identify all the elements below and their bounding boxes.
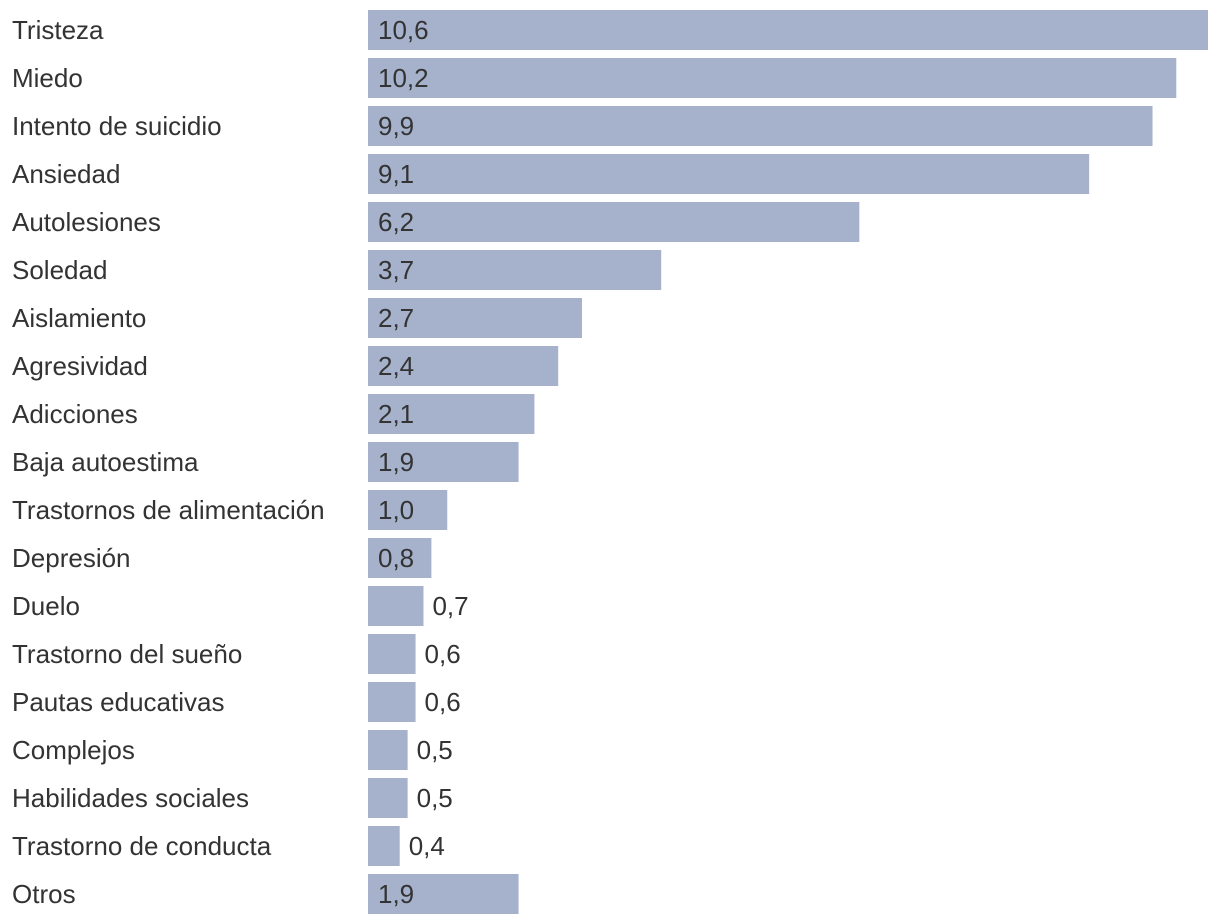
value-label: 1,9 — [378, 879, 414, 909]
value-label: 3,7 — [378, 255, 414, 285]
bar — [368, 634, 416, 674]
category-label: Aislamiento — [12, 303, 146, 333]
bar — [368, 202, 860, 242]
bar — [368, 58, 1177, 98]
category-label: Tristeza — [12, 15, 104, 45]
bar — [368, 586, 424, 626]
value-label: 1,9 — [378, 447, 414, 477]
category-label: Depresión — [12, 543, 131, 573]
category-label: Miedo — [12, 63, 83, 93]
category-label: Duelo — [12, 591, 80, 621]
value-label: 0,4 — [409, 831, 445, 861]
bar — [368, 730, 408, 770]
category-label: Otros — [12, 879, 76, 909]
value-label: 9,1 — [378, 159, 414, 189]
bar — [368, 394, 535, 434]
category-label: Adicciones — [12, 399, 138, 429]
value-label: 9,9 — [378, 111, 414, 141]
value-label: 1,0 — [378, 495, 414, 525]
category-label: Ansiedad — [12, 159, 120, 189]
category-label: Habilidades sociales — [12, 783, 249, 813]
category-label: Trastorno de conducta — [12, 831, 272, 861]
category-label: Baja autoestima — [12, 447, 199, 477]
category-label: Trastorno del sueño — [12, 639, 242, 669]
value-label: 2,7 — [378, 303, 414, 333]
bar — [368, 490, 448, 530]
bar — [368, 874, 519, 914]
bar — [368, 298, 582, 338]
value-label: 0,5 — [417, 783, 453, 813]
bar — [368, 250, 662, 290]
category-label: Agresividad — [12, 351, 148, 381]
value-label: 6,2 — [378, 207, 414, 237]
bar — [368, 154, 1090, 194]
category-label: Soledad — [12, 255, 107, 285]
value-label: 0,8 — [378, 543, 414, 573]
bar — [368, 10, 1208, 50]
category-label: Intento de suicidio — [12, 111, 222, 141]
value-label: 0,5 — [417, 735, 453, 765]
bar — [368, 346, 559, 386]
category-label: Complejos — [12, 735, 135, 765]
bar — [368, 442, 519, 482]
category-label: Autolesiones — [12, 207, 161, 237]
bar — [368, 538, 432, 578]
value-label: 2,4 — [378, 351, 414, 381]
value-label: 10,2 — [378, 63, 429, 93]
bar — [368, 778, 408, 818]
value-label: 2,1 — [378, 399, 414, 429]
category-label: Pautas educativas — [12, 687, 224, 717]
bar — [368, 682, 416, 722]
value-label: 0,6 — [425, 687, 461, 717]
bar — [368, 826, 400, 866]
category-label: Trastornos de alimentación — [12, 495, 325, 525]
value-label: 0,6 — [425, 639, 461, 669]
value-label: 0,7 — [432, 591, 468, 621]
bar — [368, 106, 1153, 146]
value-label: 10,6 — [378, 15, 429, 45]
